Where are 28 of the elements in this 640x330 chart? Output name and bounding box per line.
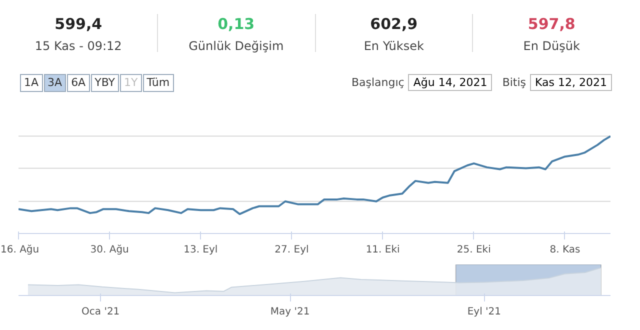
x-tick-label: 27. Eyl bbox=[274, 244, 309, 256]
text: Bitiş bbox=[502, 76, 526, 89]
text: 1Y bbox=[120, 74, 142, 92]
text: 15 Kas - 09:12 bbox=[34, 38, 123, 56]
x-tick-label: May '21 bbox=[270, 306, 310, 318]
text: 3A bbox=[44, 74, 66, 92]
text: Ağu 14, 2021 bbox=[408, 74, 492, 91]
text: 597,8 bbox=[526, 14, 576, 35]
text: 6A bbox=[67, 74, 90, 92]
x-tick-label: Eyl '21 bbox=[467, 306, 502, 318]
text: 1A bbox=[20, 74, 43, 92]
text: En Düşük bbox=[522, 38, 581, 56]
text: Günlük Değişim bbox=[188, 38, 285, 56]
x-tick-label: 30. Ağu bbox=[90, 244, 129, 256]
x-tick-label: 8. Kas bbox=[550, 244, 580, 256]
x-tick-label: 25. Eki bbox=[456, 244, 491, 256]
text: Kas 12, 2021 bbox=[530, 74, 612, 91]
x-tick-label: 13. Eyl bbox=[184, 244, 218, 256]
x-tick-label: 16. Ağu bbox=[0, 244, 40, 256]
text: 599,4 bbox=[54, 14, 104, 35]
x-tick-label: Oca '21 bbox=[82, 306, 120, 318]
text: 602,9 bbox=[369, 14, 419, 35]
text: Başlangıç bbox=[351, 76, 404, 89]
text: YBY bbox=[90, 74, 119, 92]
text: En Yüksek bbox=[362, 38, 425, 56]
x-tick-label: 11. Eki bbox=[366, 244, 400, 256]
text: 0,13 bbox=[216, 14, 256, 35]
text: Tüm bbox=[142, 74, 174, 92]
